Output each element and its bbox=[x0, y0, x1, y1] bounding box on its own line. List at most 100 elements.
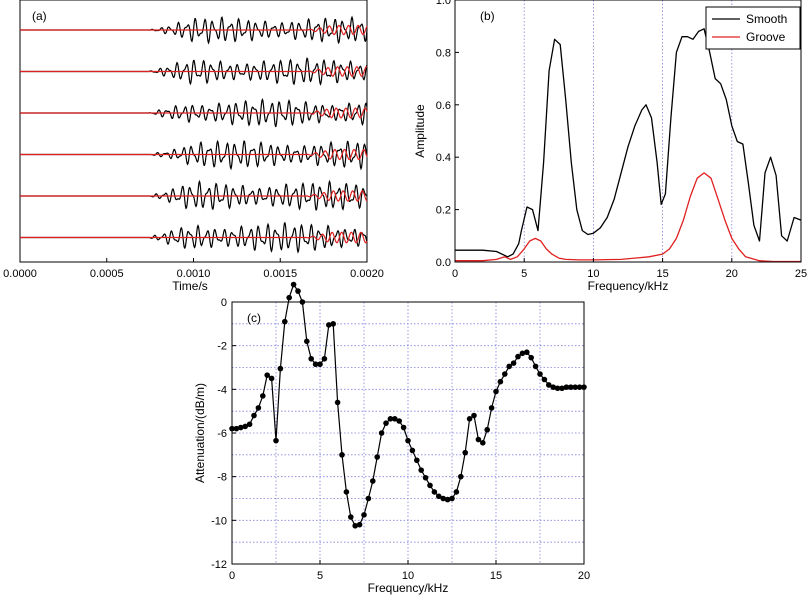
panel-c-x-title: Frequency/kHz bbox=[368, 581, 449, 595]
panel-c-data-point bbox=[392, 416, 398, 422]
panel-a-trace-red bbox=[20, 24, 368, 36]
panel-c-grid bbox=[232, 302, 584, 564]
panel-c-y-tick-label: -4 bbox=[217, 384, 227, 396]
panel-b-y-tick-label: 1.0 bbox=[436, 0, 451, 7]
panel-c-data-point bbox=[282, 318, 288, 325]
panel-a-trace-red bbox=[20, 107, 368, 119]
panel-b-y-title: Amplitude bbox=[413, 104, 427, 158]
panel-c-data-point bbox=[414, 457, 420, 464]
panel-c-tag: (c) bbox=[247, 311, 261, 325]
panel-a-trace-red bbox=[20, 66, 368, 77]
panel-c-data-point bbox=[572, 384, 578, 390]
panel-b-x-tick-label: 15 bbox=[656, 268, 668, 280]
panel-a-trace-red bbox=[20, 190, 368, 202]
panel-b-x-tick-label: 25 bbox=[795, 268, 807, 280]
panel-c-data-point bbox=[493, 388, 499, 395]
panel-b-x-ticks: 0 5 10 15 20 25 bbox=[452, 258, 807, 280]
panel-c-y-tick-label: -12 bbox=[211, 559, 227, 571]
panel-a-x-tick-label: 0.0005 bbox=[90, 268, 124, 280]
panel-c-data-point bbox=[352, 522, 359, 529]
panel-c-data-point bbox=[317, 361, 323, 368]
panel-c-data-point bbox=[334, 399, 341, 406]
panel-c-data-point bbox=[462, 449, 469, 456]
panel-a-tag: (a) bbox=[32, 9, 47, 23]
panel-c-data-point bbox=[502, 371, 508, 377]
panel-c-y-tick-label: -10 bbox=[211, 515, 227, 527]
panel-c-data-point bbox=[330, 321, 337, 327]
panel-a-x-tick-label: 0.0020 bbox=[350, 268, 384, 280]
panel-c-data-point bbox=[378, 430, 385, 436]
panel-c-attenuation: 0 5 10 15 20 0 -2 -4 -6 -8 -10 -12 (c) Frequency/k… bbox=[193, 281, 590, 595]
panel-c-x-tick-label: 0 bbox=[229, 570, 235, 582]
panel-c-data-point bbox=[273, 437, 279, 444]
panel-c-data-point bbox=[444, 496, 451, 503]
panel-c-data-point bbox=[255, 405, 262, 411]
panel-c-y-tick-label: -6 bbox=[217, 428, 227, 440]
panel-c-data-point bbox=[576, 384, 583, 390]
panel-b-y-tick-label: 0.0 bbox=[436, 257, 451, 269]
panel-c-y-title: Attenuation/(dB/m) bbox=[193, 383, 207, 483]
panel-c-data-point bbox=[268, 375, 275, 382]
panel-b-series bbox=[455, 28, 802, 263]
panel-c-data-point bbox=[246, 421, 253, 428]
panel-a-trace-red bbox=[20, 148, 368, 161]
panel-c-data-point bbox=[290, 281, 297, 288]
panel-b-series-smooth-line bbox=[455, 28, 802, 258]
panel-c-data-point bbox=[497, 378, 504, 385]
panel-c-data-point bbox=[559, 385, 565, 392]
panel-c-data-point bbox=[422, 474, 429, 481]
panel-c-data-point bbox=[528, 354, 534, 361]
panel-b-frame bbox=[454, 0, 802, 263]
panel-c-data-point bbox=[304, 338, 310, 345]
panel-c-data-point bbox=[286, 294, 293, 301]
panel-a-trace-red bbox=[20, 231, 368, 244]
panel-b-x-title: Frequency/kHz bbox=[588, 279, 669, 293]
panel-c-data-point bbox=[374, 454, 381, 460]
panel-b-y-tick-label: 0.2 bbox=[436, 205, 451, 217]
panel-b-y-ticks: 0.0 0.2 0.4 0.6 0.8 1.0 bbox=[436, 0, 459, 269]
panel-b-y-tick-label: 0.8 bbox=[436, 47, 451, 59]
panel-c-data-point bbox=[541, 376, 548, 383]
panel-c-data-point bbox=[343, 489, 350, 495]
panel-c-data-point bbox=[449, 495, 455, 502]
panel-b-tag: (b) bbox=[480, 9, 495, 23]
panel-a-frame bbox=[19, 0, 368, 263]
panel-c-data-point bbox=[427, 482, 433, 489]
panel-b-y-tick-label: 0.4 bbox=[436, 152, 451, 164]
panel-b-x-tick-label: 20 bbox=[726, 268, 738, 280]
panel-c-data-point bbox=[396, 418, 403, 424]
panel-c-y-tick-label: -2 bbox=[217, 341, 227, 353]
panel-c-data-point bbox=[537, 371, 543, 377]
panel-a-time-traces: (a) 0.0000 0.0005 0.0010 0.0015 0.0020 Time/… bbox=[3, 0, 384, 293]
panel-c-data-point bbox=[365, 495, 372, 502]
panel-c-data-point bbox=[480, 440, 486, 446]
panel-c-data-point bbox=[458, 473, 464, 480]
panel-c-series bbox=[229, 281, 587, 529]
panel-c-x-ticks: 0 5 10 15 20 bbox=[229, 560, 590, 582]
panel-b-amplitude-spectrum: 0 5 10 15 20 25 0.0 0.2 0.4 0.6 0.8 1.0 (b) Freque… bbox=[413, 0, 807, 293]
panel-c-data-point bbox=[524, 349, 530, 356]
panel-c-data-point bbox=[409, 447, 416, 454]
panel-a-x-tick-label: 0.0000 bbox=[3, 268, 37, 280]
panel-a-x-tick-label: 0.0015 bbox=[263, 268, 297, 280]
panel-c-data-point bbox=[405, 437, 411, 444]
panel-c-data-point bbox=[510, 360, 517, 366]
panel-b-x-tick-label: 5 bbox=[521, 268, 527, 280]
panel-c-data-point bbox=[466, 416, 473, 422]
panel-c-data-point bbox=[484, 426, 491, 433]
panel-c-data-point bbox=[488, 405, 495, 411]
panel-c-data-point bbox=[532, 363, 539, 370]
panel-c-data-point bbox=[260, 393, 266, 399]
panel-c-data-point bbox=[453, 489, 460, 495]
panel-c-data-point bbox=[264, 372, 271, 378]
panel-b-x-tick-label: 10 bbox=[587, 268, 599, 280]
legend-box bbox=[705, 6, 801, 50]
panel-c-data-point bbox=[361, 512, 367, 518]
panel-b-y-tick-label: 0.6 bbox=[436, 100, 451, 112]
panel-a-traces bbox=[20, 15, 368, 254]
panel-b-x-tick-label: 0 bbox=[452, 268, 458, 280]
panel-c-data-point bbox=[519, 350, 526, 357]
panel-c-data-point bbox=[546, 382, 552, 388]
panel-c-data-point bbox=[242, 423, 248, 430]
